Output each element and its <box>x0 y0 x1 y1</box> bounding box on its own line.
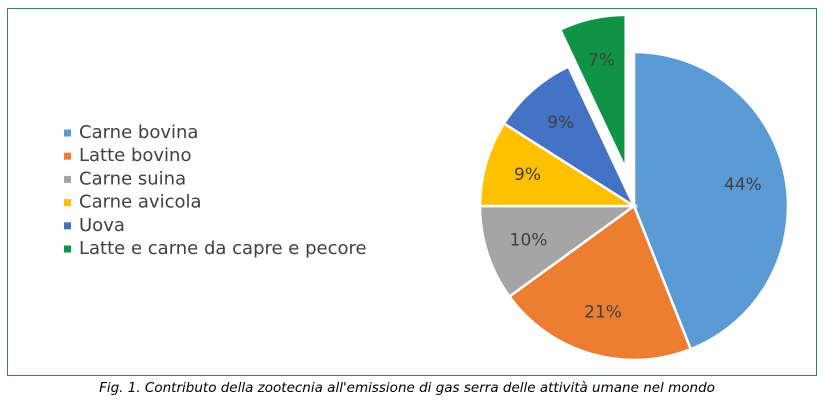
legend-marker <box>64 152 71 160</box>
pie-slice <box>558 13 627 170</box>
data-label: 9% <box>547 113 574 133</box>
legend-label: Carne bovina <box>79 122 198 143</box>
data-label: 21% <box>584 302 622 322</box>
data-label: 10% <box>510 230 548 250</box>
data-label: 7% <box>588 51 615 71</box>
legend-marker <box>64 222 71 230</box>
legend-label: Carne avicola <box>79 192 202 213</box>
pie-slice <box>478 121 639 208</box>
legend-label: Latte bovino <box>79 145 191 166</box>
legend-marker <box>64 245 71 253</box>
legend-marker <box>64 175 71 183</box>
pie-slice <box>507 204 693 362</box>
legend-label: Carne suina <box>79 168 186 189</box>
pie-slice <box>502 64 637 210</box>
pie-slice <box>632 50 790 351</box>
data-label: 9% <box>514 165 541 185</box>
legend-marker <box>64 199 71 207</box>
legend-marker <box>64 129 71 137</box>
legend-label: Uova <box>79 215 125 236</box>
legend-label: Latte e carne da capre e pecore <box>79 238 367 259</box>
data-label: 44% <box>724 175 762 195</box>
caption: Fig. 1. Contributo della zootecnia all'e… <box>99 380 715 396</box>
pie-slice <box>478 204 638 299</box>
